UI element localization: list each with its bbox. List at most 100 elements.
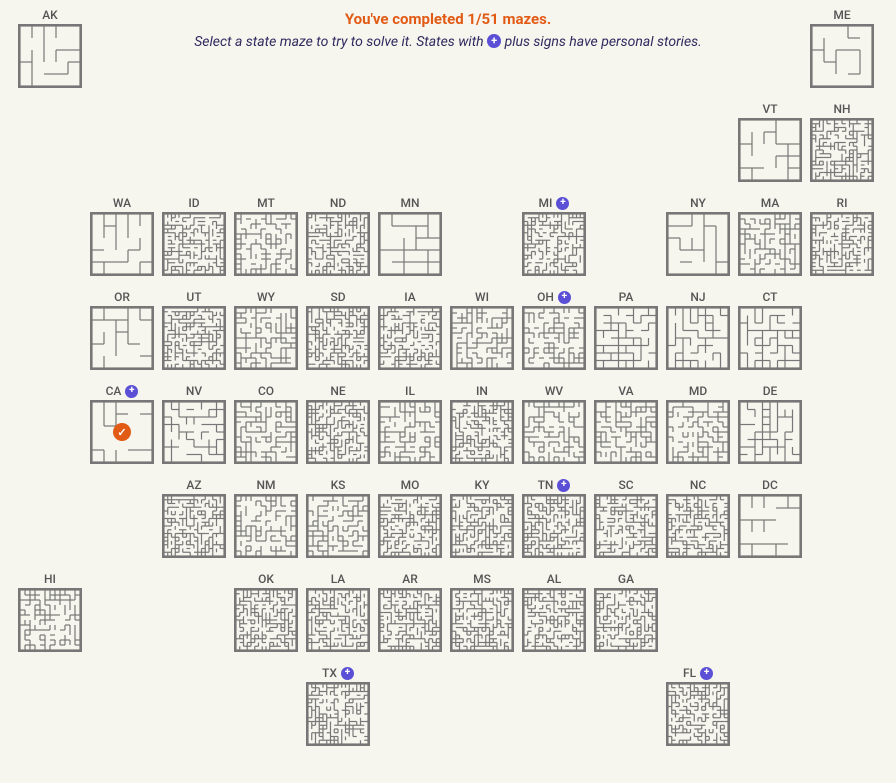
- state-la[interactable]: LA: [302, 570, 374, 664]
- state-mi[interactable]: MI+: [518, 194, 590, 288]
- maze-thumbnail[interactable]: [162, 494, 226, 558]
- state-fl[interactable]: FL+: [662, 664, 734, 758]
- maze-thumbnail[interactable]: [738, 400, 802, 464]
- maze-thumbnail[interactable]: [90, 212, 154, 276]
- maze-thumbnail[interactable]: [738, 118, 802, 182]
- maze-thumbnail[interactable]: [522, 212, 586, 276]
- maze-thumbnail[interactable]: [234, 212, 298, 276]
- state-ne[interactable]: NE: [302, 382, 374, 476]
- state-il[interactable]: IL: [374, 382, 446, 476]
- state-ak[interactable]: AK: [14, 6, 86, 100]
- maze-thumbnail[interactable]: [666, 212, 730, 276]
- state-me[interactable]: ME: [806, 6, 878, 100]
- maze-thumbnail[interactable]: [306, 306, 370, 370]
- state-nv[interactable]: NV: [158, 382, 230, 476]
- state-ct[interactable]: CT: [734, 288, 806, 382]
- maze-thumbnail[interactable]: [666, 306, 730, 370]
- maze-thumbnail[interactable]: [738, 212, 802, 276]
- state-ma[interactable]: MA: [734, 194, 806, 288]
- maze-thumbnail[interactable]: [234, 306, 298, 370]
- state-ar[interactable]: AR: [374, 570, 446, 664]
- maze-thumbnail[interactable]: [378, 400, 442, 464]
- maze-thumbnail[interactable]: [306, 400, 370, 464]
- maze-thumbnail[interactable]: ✓: [90, 400, 154, 464]
- maze-thumbnail[interactable]: [306, 494, 370, 558]
- maze-thumbnail[interactable]: [234, 494, 298, 558]
- state-ky[interactable]: KY: [446, 476, 518, 570]
- state-sc[interactable]: SC: [590, 476, 662, 570]
- state-ok[interactable]: OK: [230, 570, 302, 664]
- state-dc[interactable]: DC: [734, 476, 806, 570]
- state-pa[interactable]: PA: [590, 288, 662, 382]
- state-wy[interactable]: WY: [230, 288, 302, 382]
- maze-thumbnail[interactable]: [234, 400, 298, 464]
- state-in[interactable]: IN: [446, 382, 518, 476]
- maze-thumbnail[interactable]: [162, 306, 226, 370]
- state-ms[interactable]: MS: [446, 570, 518, 664]
- state-hi[interactable]: HI: [14, 570, 86, 664]
- maze-thumbnail[interactable]: [594, 494, 658, 558]
- maze-thumbnail[interactable]: [18, 588, 82, 652]
- state-ri[interactable]: RI: [806, 194, 878, 288]
- maze-thumbnail[interactable]: [738, 494, 802, 558]
- maze-thumbnail[interactable]: [450, 400, 514, 464]
- maze-thumbnail[interactable]: [18, 24, 82, 88]
- maze-thumbnail[interactable]: [306, 682, 370, 746]
- maze-thumbnail[interactable]: [90, 306, 154, 370]
- maze-thumbnail[interactable]: [378, 212, 442, 276]
- maze-thumbnail[interactable]: [234, 588, 298, 652]
- state-or[interactable]: OR: [86, 288, 158, 382]
- maze-thumbnail[interactable]: [450, 588, 514, 652]
- state-vt[interactable]: VT: [734, 100, 806, 194]
- state-ks[interactable]: KS: [302, 476, 374, 570]
- state-wa[interactable]: WA: [86, 194, 158, 288]
- state-tn[interactable]: TN+: [518, 476, 590, 570]
- maze-thumbnail[interactable]: [522, 588, 586, 652]
- maze-thumbnail[interactable]: [666, 682, 730, 746]
- state-ca[interactable]: CA+✓: [86, 382, 158, 476]
- state-ga[interactable]: GA: [590, 570, 662, 664]
- maze-thumbnail[interactable]: [666, 400, 730, 464]
- maze-thumbnail[interactable]: [450, 306, 514, 370]
- state-oh[interactable]: OH+: [518, 288, 590, 382]
- maze-thumbnail[interactable]: [306, 588, 370, 652]
- state-mt[interactable]: MT: [230, 194, 302, 288]
- maze-thumbnail[interactable]: [738, 306, 802, 370]
- state-az[interactable]: AZ: [158, 476, 230, 570]
- maze-thumbnail[interactable]: [378, 494, 442, 558]
- state-nh[interactable]: NH: [806, 100, 878, 194]
- maze-thumbnail[interactable]: [522, 494, 586, 558]
- state-ny[interactable]: NY: [662, 194, 734, 288]
- state-de[interactable]: DE: [734, 382, 806, 476]
- state-mo[interactable]: MO: [374, 476, 446, 570]
- maze-thumbnail[interactable]: [378, 588, 442, 652]
- state-tx[interactable]: TX+: [302, 664, 374, 758]
- maze-thumbnail[interactable]: [594, 306, 658, 370]
- state-nj[interactable]: NJ: [662, 288, 734, 382]
- state-id[interactable]: ID: [158, 194, 230, 288]
- state-ia[interactable]: IA: [374, 288, 446, 382]
- maze-thumbnail[interactable]: [378, 306, 442, 370]
- state-ut[interactable]: UT: [158, 288, 230, 382]
- state-nm[interactable]: NM: [230, 476, 302, 570]
- maze-thumbnail[interactable]: [810, 212, 874, 276]
- state-co[interactable]: CO: [230, 382, 302, 476]
- state-wi[interactable]: WI: [446, 288, 518, 382]
- state-wv[interactable]: WV: [518, 382, 590, 476]
- maze-thumbnail[interactable]: [810, 24, 874, 88]
- maze-thumbnail[interactable]: [162, 400, 226, 464]
- state-nd[interactable]: ND: [302, 194, 374, 288]
- state-md[interactable]: MD: [662, 382, 734, 476]
- maze-thumbnail[interactable]: [810, 118, 874, 182]
- maze-thumbnail[interactable]: [450, 494, 514, 558]
- state-va[interactable]: VA: [590, 382, 662, 476]
- maze-thumbnail[interactable]: [522, 306, 586, 370]
- maze-thumbnail[interactable]: [594, 588, 658, 652]
- maze-thumbnail[interactable]: [522, 400, 586, 464]
- state-nc[interactable]: NC: [662, 476, 734, 570]
- state-mn[interactable]: MN: [374, 194, 446, 288]
- state-sd[interactable]: SD: [302, 288, 374, 382]
- maze-thumbnail[interactable]: [162, 212, 226, 276]
- maze-thumbnail[interactable]: [666, 494, 730, 558]
- maze-thumbnail[interactable]: [594, 400, 658, 464]
